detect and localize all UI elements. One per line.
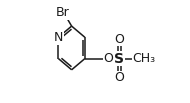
Text: O: O bbox=[114, 33, 124, 46]
Text: O: O bbox=[103, 52, 113, 65]
Text: Br: Br bbox=[56, 6, 69, 19]
Text: O: O bbox=[114, 71, 124, 84]
Text: CH₃: CH₃ bbox=[133, 52, 156, 65]
Text: S: S bbox=[114, 52, 124, 66]
Text: N: N bbox=[54, 31, 63, 44]
